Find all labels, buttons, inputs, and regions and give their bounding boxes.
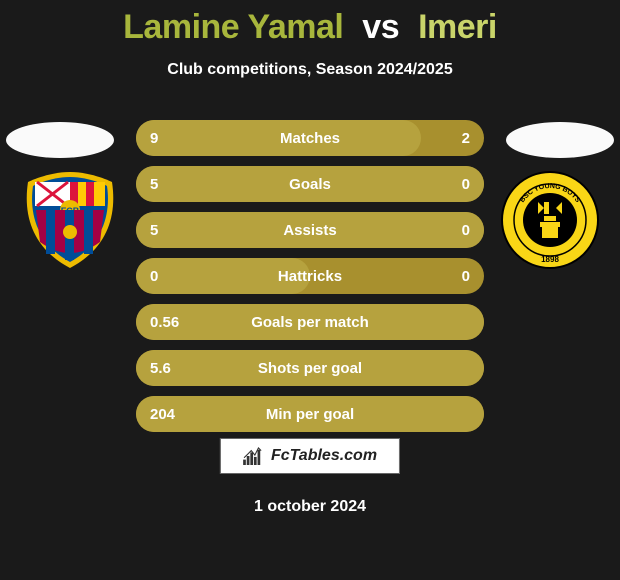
fctables-logo-icon — [243, 447, 265, 465]
halo-right — [506, 122, 614, 158]
stat-label: Shots per goal — [136, 360, 484, 377]
barcelona-crest-icon: FCB — [20, 170, 120, 270]
stat-value-right: 0 — [462, 268, 470, 285]
stat-row-goals: 5 Goals 0 — [136, 166, 484, 202]
stat-row-hattricks: 0 Hattricks 0 — [136, 258, 484, 294]
stat-row-mpg: 204 Min per goal — [136, 396, 484, 432]
stat-row-gpm: 0.56 Goals per match — [136, 304, 484, 340]
player1-name: Lamine Yamal — [123, 8, 343, 46]
player2-name: Imeri — [418, 8, 497, 46]
club-logo-young-boys: BSC YOUNG BOYS 1898 — [500, 170, 600, 270]
stats-container: 9 Matches 2 5 Goals 0 5 Assists 0 0 Hatt… — [136, 120, 484, 442]
title: Lamine Yamal vs Imeri — [0, 0, 620, 47]
stat-value-right: 0 — [462, 222, 470, 239]
stat-label: Goals — [136, 176, 484, 193]
stat-label: Matches — [136, 130, 484, 147]
stat-label: Goals per match — [136, 314, 484, 331]
footer-brand: FcTables.com — [220, 438, 400, 474]
stat-row-spg: 5.6 Shots per goal — [136, 350, 484, 386]
halo-left — [6, 122, 114, 158]
club-logo-barcelona: FCB — [20, 170, 120, 270]
vs-label: vs — [362, 8, 399, 46]
subtitle: Club competitions, Season 2024/2025 — [0, 61, 620, 79]
footer-date: 1 october 2024 — [0, 498, 620, 516]
stat-row-assists: 5 Assists 0 — [136, 212, 484, 248]
stat-row-matches: 9 Matches 2 — [136, 120, 484, 156]
stat-label: Hattricks — [136, 268, 484, 285]
svg-text:1898: 1898 — [541, 255, 559, 264]
stat-value-right: 0 — [462, 176, 470, 193]
footer-brand-text: FcTables.com — [271, 447, 377, 465]
stat-label: Min per goal — [136, 406, 484, 423]
stat-value-right: 2 — [462, 130, 470, 147]
young-boys-crest-icon: BSC YOUNG BOYS 1898 — [500, 170, 600, 270]
stat-label: Assists — [136, 222, 484, 239]
